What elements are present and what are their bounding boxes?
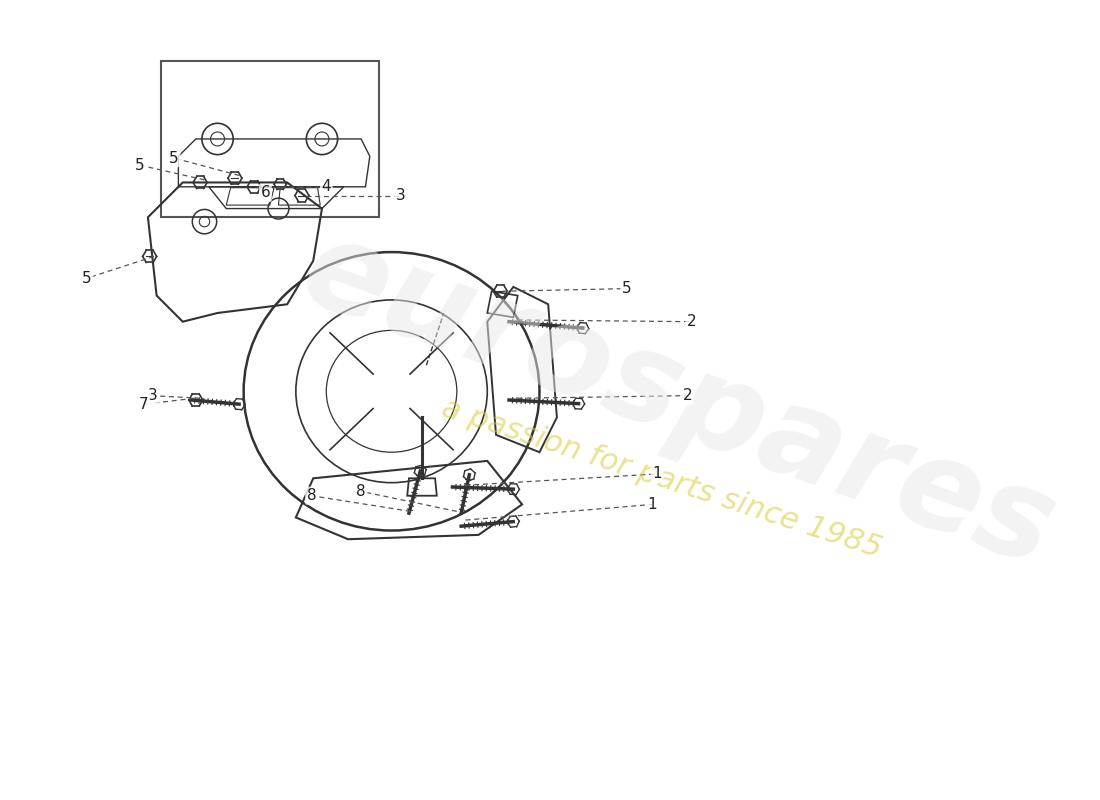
Text: 3: 3 [147, 388, 157, 403]
Text: 5: 5 [621, 281, 631, 296]
Text: 6: 6 [261, 186, 271, 201]
Text: 2: 2 [683, 388, 692, 403]
Text: 5: 5 [134, 158, 144, 173]
Text: 5: 5 [169, 150, 179, 166]
Text: a passion for parts since 1985: a passion for parts since 1985 [438, 394, 886, 563]
Text: eurospares: eurospares [287, 208, 1070, 592]
Text: 3: 3 [395, 188, 405, 203]
Text: 7: 7 [139, 397, 148, 412]
Text: 4: 4 [321, 179, 331, 194]
Bar [161, 61, 378, 218]
Text: 8: 8 [356, 484, 366, 499]
Text: 5: 5 [82, 270, 91, 286]
Text: 8: 8 [307, 488, 317, 503]
Text: 1: 1 [648, 497, 658, 512]
Text: 1: 1 [652, 466, 662, 482]
Text: 2: 2 [688, 314, 696, 329]
